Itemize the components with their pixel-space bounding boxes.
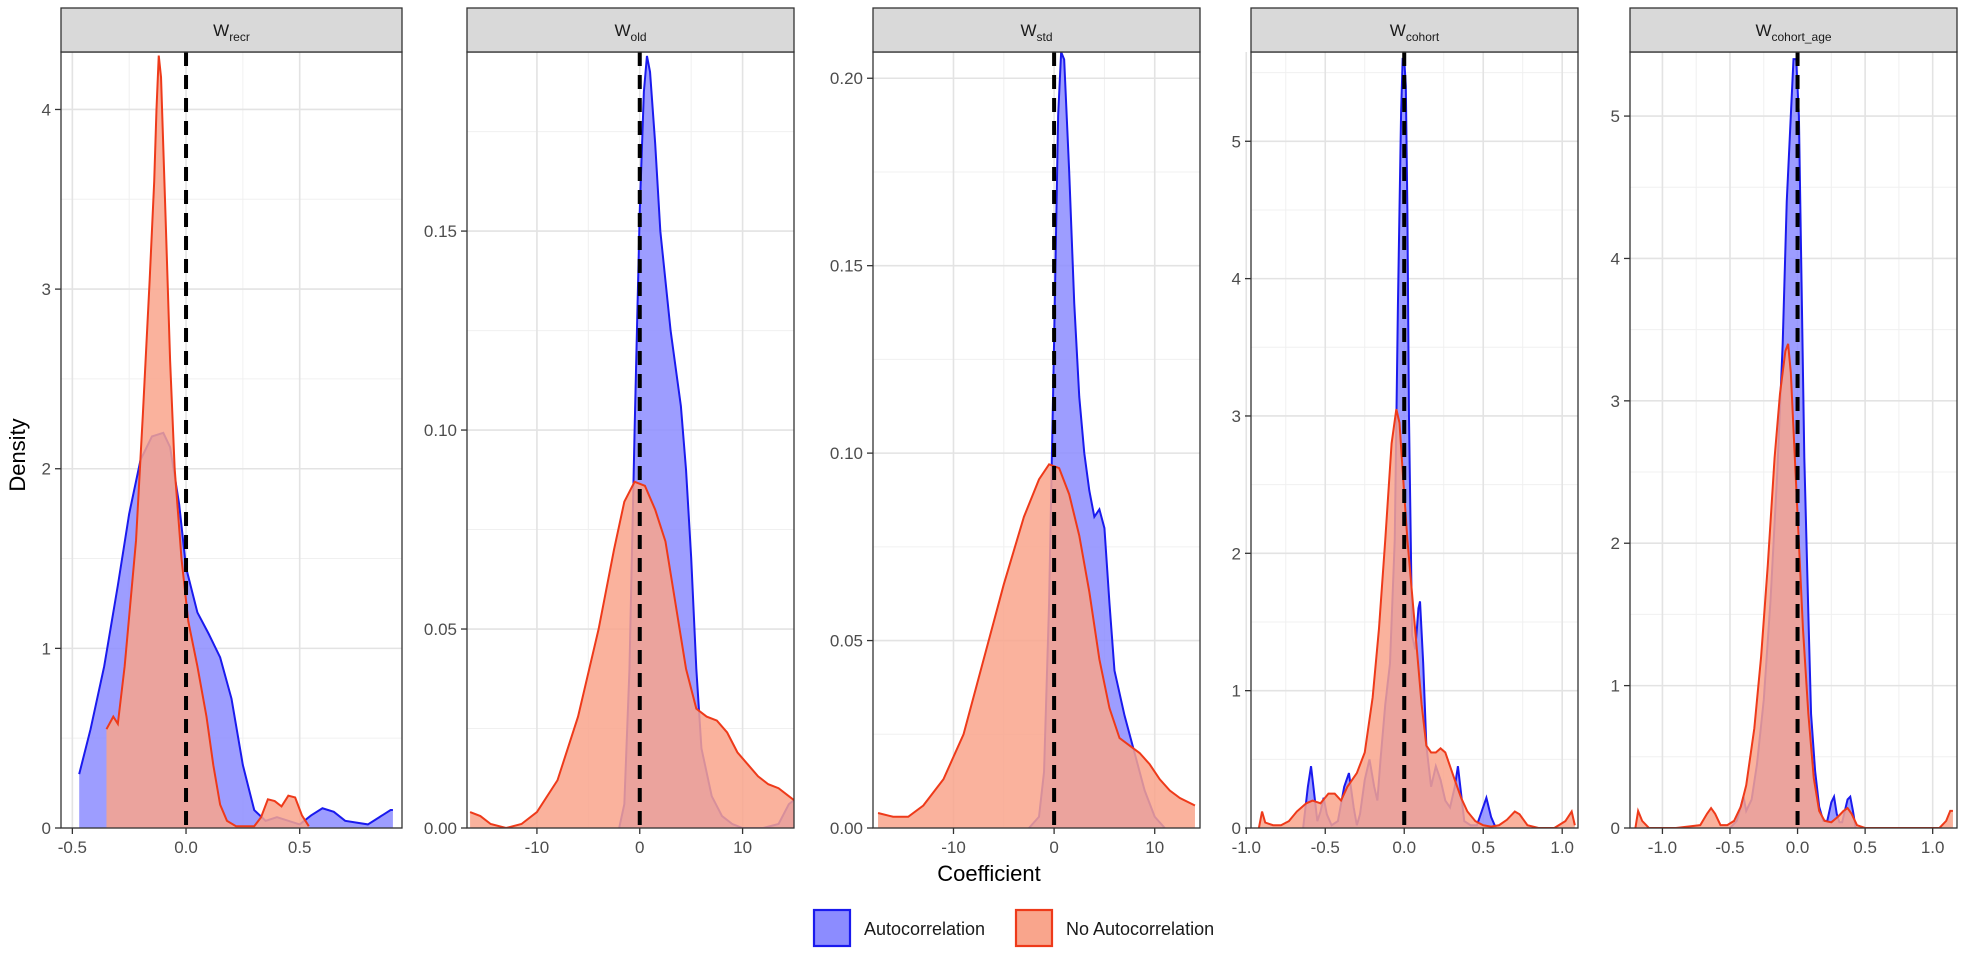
density-line-no-autocorrelation [877, 463, 1196, 818]
x-tick-label: -10 [525, 838, 550, 857]
y-axis-title: Density [5, 418, 30, 491]
density-line-no-autocorrelation [105, 55, 310, 828]
density-area-no-autocorrelation [106, 55, 309, 828]
y-tick-label: 0 [1611, 819, 1620, 838]
facet-title-main: W [213, 21, 229, 40]
y-tick-label: 5 [1232, 132, 1241, 151]
facet-panel-2: Wold 0.00 0.05 0.10 0.15 -10 0 10 [424, 7, 795, 857]
facet-strip [1250, 7, 1579, 53]
density-area-no-autocorrelation [470, 481, 794, 828]
facet-strip [1629, 7, 1958, 53]
facet-title: Wcohort [1390, 21, 1440, 44]
x-tick-label: 1.0 [1921, 838, 1945, 857]
y-tick-label: 1 [1232, 682, 1241, 701]
density-line-no-autocorrelation [1634, 343, 1953, 828]
facet-panel-1: Wrecr 0 1 2 3 4 -0.5 0.0 0.5 [42, 7, 403, 857]
y-tick-label: 3 [1611, 392, 1620, 411]
legend-entry-no-autocorrelation: No Autocorrelation [1014, 908, 1214, 948]
y-tick-label: 1 [1611, 677, 1620, 696]
density-layer [1634, 58, 1953, 828]
y-tick-label: 4 [42, 100, 51, 119]
facet-title-main: W [1020, 21, 1036, 40]
y-tick-label: 0.05 [424, 620, 457, 639]
facet-title: Wrecr [213, 21, 250, 44]
y-tick-label: 0.15 [424, 222, 457, 241]
x-axis-title: Coefficient [937, 861, 1041, 886]
y-tick-label: 3 [1232, 407, 1241, 426]
facet-title-main: W [614, 21, 630, 40]
y-tick-label: 0.00 [830, 819, 863, 838]
facet-title-subscript: recr [229, 30, 250, 44]
y-tick-label: 0.00 [424, 819, 457, 838]
density-line-autocorrelation [78, 431, 393, 826]
y-tick-label: 3 [42, 280, 51, 299]
facet-panel-3: Wstd 0.00 0.05 0.10 0.15 0.20 -10 0 10 [830, 7, 1201, 857]
y-tick-label: 0.05 [830, 632, 863, 651]
legend-key [1014, 908, 1054, 948]
facet-title-main: W [1755, 21, 1771, 40]
x-tick-label: 0.5 [288, 838, 312, 857]
density-area-no-autocorrelation [878, 464, 1195, 828]
x-tick-label: -10 [941, 838, 966, 857]
facet-title-subscript: std [1037, 30, 1053, 44]
x-tick-label: -1.0 [1232, 838, 1261, 857]
y-tick-label: 2 [1611, 534, 1620, 553]
density-line-no-autocorrelation [469, 480, 794, 828]
x-tick-label: 0 [1049, 838, 1058, 857]
legend: Autocorrelation No Autocorrelation [812, 908, 1214, 948]
x-tick-label: 0.0 [174, 838, 198, 857]
y-tick-label: 1 [42, 639, 51, 658]
y-tick-label: 0.20 [830, 69, 863, 88]
facet-title-main: W [1390, 21, 1406, 40]
y-tick-label: 0.15 [830, 257, 863, 276]
legend-label: Autocorrelation [864, 919, 985, 939]
facet-panel-4: Wcohort 0 1 2 3 4 5 -1.0 -0.5 0.0 0.5 1.0 [1232, 7, 1579, 857]
y-tick-label: 0.10 [830, 444, 863, 463]
x-tick-label: -0.5 [58, 838, 87, 857]
x-tick-label: 0 [635, 838, 644, 857]
y-tick-label: 0 [42, 819, 51, 838]
y-tick-label: 0.10 [424, 421, 457, 440]
x-tick-label: -0.5 [1311, 838, 1340, 857]
legend-label: No Autocorrelation [1066, 919, 1214, 939]
facet-title-subscript: cohort_age [1772, 30, 1832, 44]
legend-entry-autocorrelation: Autocorrelation [812, 908, 985, 948]
density-area-no-autocorrelation [1635, 343, 1953, 828]
density-layer [78, 55, 393, 828]
x-tick-label: 0.0 [1786, 838, 1810, 857]
facet-title-subscript: cohort [1406, 30, 1440, 44]
y-tick-label: 5 [1611, 107, 1620, 126]
y-tick-label: 4 [1232, 270, 1241, 289]
facet-title: Wstd [1020, 21, 1052, 44]
facet-panel-5: Wcohort_age 0 1 2 3 4 5 -1.0 -0.5 0.0 0.5 1.0 [1611, 7, 1958, 857]
x-tick-label: 0.5 [1853, 838, 1877, 857]
facet-title: Wcohort_age [1755, 21, 1831, 44]
x-tick-label: 10 [733, 838, 752, 857]
facet-strip [60, 7, 403, 53]
x-tick-label: 0.0 [1392, 838, 1416, 857]
facet-title: Wold [614, 21, 646, 44]
density-line-no-autocorrelation [1257, 408, 1576, 828]
x-tick-label: 0.5 [1471, 838, 1495, 857]
x-tick-label: -1.0 [1648, 838, 1677, 857]
x-tick-label: 1.0 [1550, 838, 1574, 857]
density-area-no-autocorrelation [1258, 409, 1575, 828]
y-tick-label: 4 [1611, 249, 1620, 268]
y-tick-label: 2 [42, 460, 51, 479]
facet-title-subscript: old [631, 30, 647, 44]
x-tick-label: -0.5 [1715, 838, 1744, 857]
facet-strip [466, 7, 795, 53]
facet-strip [872, 7, 1201, 53]
y-tick-label: 2 [1232, 544, 1241, 563]
legend-key [812, 908, 852, 948]
x-tick-label: 10 [1145, 838, 1164, 857]
y-tick-label: 0 [1232, 819, 1241, 838]
